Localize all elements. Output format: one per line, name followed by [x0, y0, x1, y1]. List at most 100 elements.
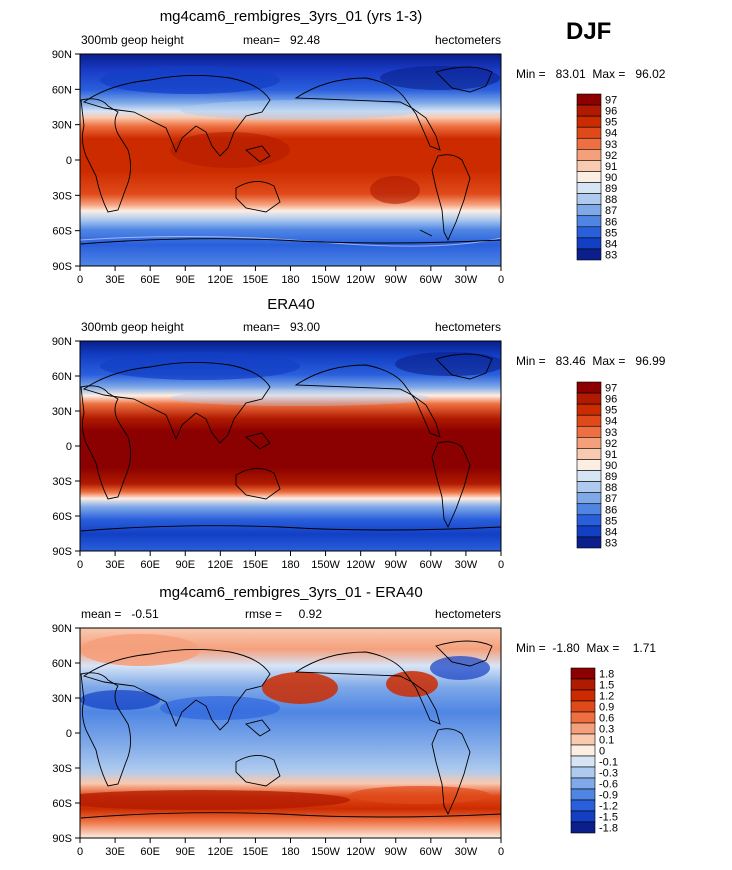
y-tick-label: 60N [52, 371, 72, 383]
x-tick-label: 60E [140, 559, 160, 571]
colorbar-label: 94 [605, 128, 617, 140]
colorbar-swatch [570, 821, 596, 834]
colorbar-swatch [576, 514, 602, 527]
x-tick-label: 60E [140, 274, 160, 286]
panel-title: mg4cam6_rembigres_3yrs_01 - ERA40 [159, 584, 422, 601]
colorbar-swatch [576, 126, 602, 139]
colorbar-swatch [570, 689, 596, 702]
colorbar-swatch [576, 237, 602, 250]
colorbar-swatch [576, 93, 602, 106]
panel-era40: ERA40 300mb geop height mean= 93.00 hect… [52, 296, 666, 571]
x-tick-label: 0 [498, 274, 504, 286]
colorbar-swatch [576, 437, 602, 449]
colorbar-label: 89 [605, 183, 617, 195]
colorbar-label: 86 [605, 504, 617, 516]
colorbar-swatch [570, 744, 596, 757]
x-tick-label: 120E [207, 559, 233, 571]
colorbar-swatch [576, 226, 602, 239]
colorbar-swatch [576, 414, 602, 427]
colorbar-swatch [570, 799, 596, 812]
x-axis: 0 30E 60E 90E 120E 150E 180 150W 120W 90W 60W 30W 0 [77, 551, 504, 571]
colorbar-swatch [576, 104, 602, 117]
colorbar-swatch [576, 160, 602, 172]
x-tick-label: 120E [207, 846, 233, 858]
x-tick-label: 60E [140, 846, 160, 858]
y-tick-label: 90S [52, 833, 72, 845]
colorbar-swatch [570, 810, 596, 823]
field-label: 300mb geop height [81, 320, 184, 334]
colorbar-swatch [576, 193, 602, 205]
y-tick-label: 30N [52, 693, 72, 705]
colorbar-label: 95 [605, 405, 617, 417]
x-tick-label: 60W [420, 846, 443, 858]
colorbar-label: 91 [605, 449, 617, 461]
colorbar-label: 0.3 [599, 724, 614, 736]
colorbar-label: 83 [605, 249, 617, 261]
x-axis: 0 30E 60E 90E 120E 150E 180 150W 120W 90W 60W 30W 0 [77, 266, 504, 286]
y-tick-label: 60N [52, 84, 72, 96]
colorbar-swatch [570, 733, 596, 746]
colorbar-label: 1.2 [599, 691, 614, 703]
colorbar-swatch [570, 678, 596, 691]
x-tick-label: 60W [420, 274, 443, 286]
y-axis: 90N 60N 30N 0 30S 60S 90S [52, 49, 80, 273]
y-tick-label: 30N [52, 406, 72, 418]
colorbar-label: 93 [605, 427, 617, 439]
colorbar-label: 94 [605, 416, 617, 428]
panel-model: mg4cam6_rembigres_3yrs_01 (yrs 1-3) 300m… [52, 8, 666, 286]
colorbar-label: 83 [605, 537, 617, 549]
colorbar-label: 85 [605, 227, 617, 239]
x-tick-label: 180 [281, 846, 299, 858]
colorbar-swatch [570, 667, 596, 680]
colorbar-swatch [576, 470, 602, 482]
x-tick-label: 30E [105, 846, 125, 858]
colorbar-label: 92 [605, 150, 617, 162]
panel-title: mg4cam6_rembigres_3yrs_01 (yrs 1-3) [160, 8, 423, 25]
colorbar-label: 88 [605, 482, 617, 494]
x-tick-label: 30E [105, 274, 125, 286]
colorbar-swatch [576, 204, 602, 217]
y-tick-label: 60N [52, 658, 72, 670]
units-label: hectometers [435, 607, 501, 621]
season-label: DJF [566, 18, 611, 45]
x-tick-label: 90W [384, 846, 407, 858]
colorbar-label: 1.8 [599, 669, 614, 681]
colorbar-label: 90 [605, 460, 617, 472]
colorbar-swatch [570, 722, 596, 735]
x-tick-label: 150W [311, 846, 340, 858]
minmax-label: Min = 83.01 Max = 96.02 [516, 67, 666, 81]
mean-label: mean= 93.00 [243, 320, 320, 334]
colorbar-swatch [576, 448, 602, 460]
y-tick-label: 0 [66, 155, 72, 167]
colorbar-label: 87 [605, 205, 617, 217]
x-tick-label: 90E [175, 559, 195, 571]
colorbar-swatch [576, 182, 602, 194]
y-tick-label: 60S [52, 511, 72, 523]
field-map [80, 341, 501, 551]
continent-outlines [80, 66, 501, 245]
x-tick-label: 0 [77, 274, 83, 286]
panel-difference: mg4cam6_rembigres_3yrs_01 - ERA40 mean =… [52, 584, 657, 858]
y-axis: 90N 60N 30N 0 30S 60S 90S [52, 623, 80, 845]
field-map [80, 54, 501, 266]
colorbar-label: 89 [605, 471, 617, 483]
y-tick-label: 60S [52, 798, 72, 810]
colorbar-label: -0.3 [599, 768, 618, 780]
x-tick-label: 120W [346, 559, 375, 571]
minmax-label: Min = 83.46 Max = 96.99 [516, 354, 666, 368]
mean-label: mean= 92.48 [243, 33, 320, 47]
colorbar-label: 0.6 [599, 713, 614, 725]
colorbar-swatch [576, 215, 602, 228]
colorbar-label: -0.1 [599, 757, 618, 769]
y-tick-label: 60S [52, 226, 72, 238]
colorbar-label: 84 [605, 526, 617, 538]
colorbar-swatch [576, 525, 602, 538]
colorbar-label: 87 [605, 493, 617, 505]
x-tick-label: 30W [455, 274, 478, 286]
x-tick-label: 0 [498, 846, 504, 858]
colorbar-label: 85 [605, 515, 617, 527]
y-tick-label: 90N [52, 623, 72, 635]
